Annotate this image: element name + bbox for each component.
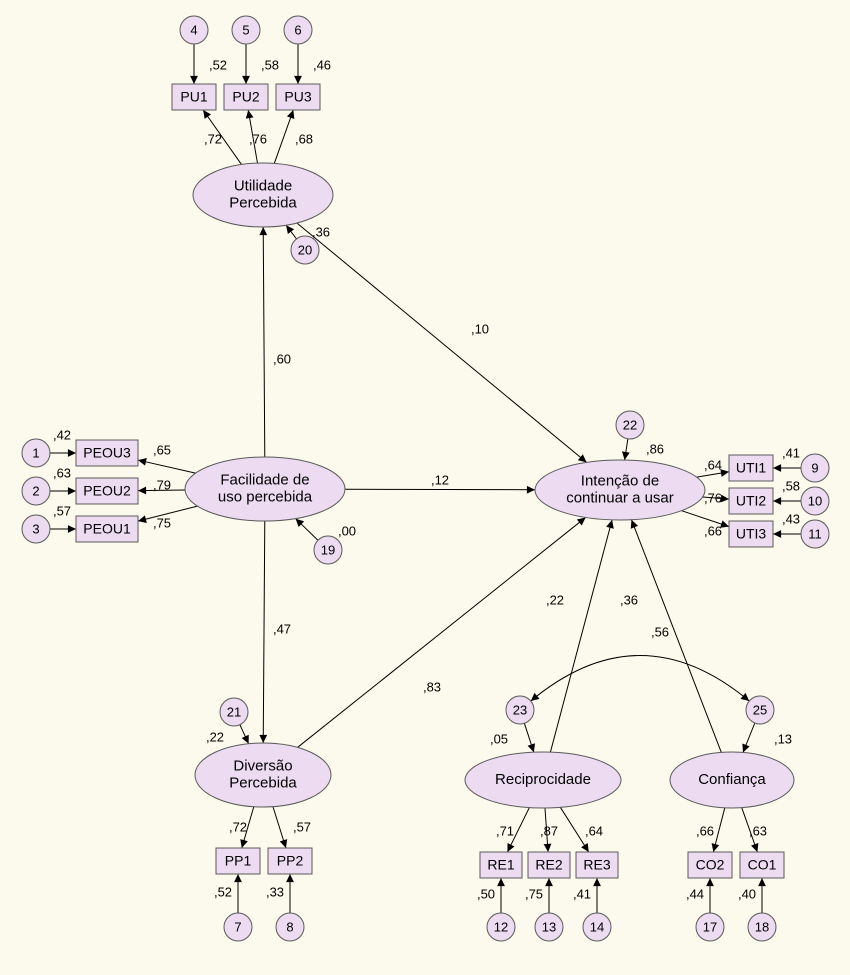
loading-coef: ,72 (229, 819, 247, 834)
error-variance-label: ,52 (214, 884, 232, 899)
error-variance-label: ,13 (774, 731, 792, 746)
latent-diversao-label: Diversão (233, 757, 292, 774)
loading-coef: ,64 (704, 457, 722, 472)
observed-PEOU1-label: PEOU1 (83, 521, 131, 537)
latent-intencao-label: continuar a usar (566, 489, 674, 506)
latent-intencao-label: Intenção de (581, 472, 659, 489)
latent-facilidade-label: Facilidade de (220, 471, 309, 488)
error-7-label: 7 (234, 919, 241, 934)
loading-coef: ,76 (704, 490, 722, 505)
error-4-label: 4 (190, 22, 197, 37)
error-5-label: 5 (242, 22, 249, 37)
path-coef: ,47 (273, 621, 291, 636)
error-9-label: 9 (811, 460, 818, 475)
observed-UTI2-label: UTI2 (736, 493, 767, 509)
path-coef: ,60 (273, 351, 291, 366)
error-22-label: 22 (623, 417, 637, 432)
observed-CO1-label: CO1 (748, 857, 777, 873)
observed-PU1-label: PU1 (180, 89, 207, 105)
loading-coef: ,65 (153, 442, 171, 457)
error-17-label: 17 (703, 919, 717, 934)
error-variance-label: ,42 (53, 427, 71, 442)
observed-PU2-label: PU2 (232, 89, 259, 105)
latent-facilidade-label: uso percebida (218, 488, 313, 505)
error-13-label: 13 (542, 919, 556, 934)
error-2-label: 2 (32, 483, 39, 498)
loading-coef: ,63 (749, 823, 767, 838)
error-25-label: 25 (753, 702, 767, 717)
error-18-label: 18 (755, 919, 769, 934)
loading-coef: ,72 (204, 131, 222, 146)
error-variance-label: ,50 (477, 886, 495, 901)
error-variance-label: ,41 (573, 886, 591, 901)
loading-coef: ,71 (496, 823, 514, 838)
error-variance-label: ,05 (490, 731, 508, 746)
loading-coef: ,64 (585, 823, 603, 838)
loading-coef: ,68 (295, 131, 313, 146)
error-19-label: 19 (321, 542, 335, 557)
error-variance-label: ,52 (209, 57, 227, 72)
error-14-label: 14 (590, 919, 604, 934)
error-10-label: 10 (808, 493, 822, 508)
error-12-label: 12 (494, 919, 508, 934)
observed-UTI3-label: UTI3 (736, 526, 767, 542)
shapes-layer (22, 16, 829, 941)
loading-coef: ,79 (153, 477, 171, 492)
latent-reciproc-label: Reciprocidade (495, 771, 591, 788)
path-coef: ,83 (423, 679, 441, 694)
error-variance-label: ,46 (313, 57, 331, 72)
error-1-label: 1 (32, 445, 39, 460)
covariance-coef: ,56 (651, 624, 669, 639)
error-variance-label: ,58 (261, 57, 279, 72)
error-variance-label: ,43 (782, 511, 800, 526)
observed-PU3-label: PU3 (284, 89, 311, 105)
loading-coef: ,75 (153, 515, 171, 530)
observed-CO2-label: CO2 (696, 857, 725, 873)
loading-coef: ,66 (704, 523, 722, 538)
observed-PEOU3-label: PEOU3 (83, 445, 131, 461)
latent-utilidade-label: Utilidade (234, 177, 292, 194)
error-variance-label: ,22 (206, 729, 224, 744)
observed-PP2-label: PP2 (277, 853, 304, 869)
error-20-label: 20 (298, 242, 312, 257)
observed-RE3-label: RE3 (583, 857, 610, 873)
latent-utilidade-label: Percebida (229, 194, 297, 211)
path-coef: ,10 (471, 321, 489, 336)
observed-RE2-label: RE2 (535, 857, 562, 873)
observed-PEOU2-label: PEOU2 (83, 483, 131, 499)
loading-coef: ,87 (540, 823, 558, 838)
error-variance-label: ,75 (525, 886, 543, 901)
error-variance-label: ,40 (738, 886, 756, 901)
error-3-label: 3 (32, 521, 39, 536)
observed-UTI1-label: UTI1 (736, 460, 767, 476)
error-23-label: 23 (513, 702, 527, 717)
loading-coef: ,76 (249, 131, 267, 146)
error-21-label: 21 (227, 704, 241, 719)
error-variance-label: ,00 (338, 523, 356, 538)
error-11-label: 11 (808, 526, 822, 541)
error-8-label: 8 (286, 919, 293, 934)
error-variance-label: ,63 (53, 465, 71, 480)
observed-RE1-label: RE1 (487, 857, 514, 873)
path-coef: ,22 (546, 592, 564, 607)
latent-confianca-label: Confiança (698, 771, 766, 788)
observed-PP1-label: PP1 (225, 853, 252, 869)
error-6-label: 6 (294, 22, 301, 37)
latent-diversao-label: Percebida (229, 774, 297, 791)
loading-coef: ,57 (293, 819, 311, 834)
error-variance-label: ,36 (312, 224, 330, 239)
path-coef: ,36 (620, 592, 638, 607)
error-variance-label: ,86 (646, 441, 664, 456)
error-variance-label: ,57 (53, 503, 71, 518)
error-variance-label: ,44 (686, 886, 704, 901)
path-coef: ,12 (431, 472, 449, 487)
error-variance-label: ,58 (782, 478, 800, 493)
sem-diagram: ,72 ,76 ,68 ,65 ,79 ,75 ,64 ,76 ,66 ,72 ,57 ,71 ,87,… (0, 0, 850, 975)
error-variance-label: ,41 (782, 445, 800, 460)
loading-coef: ,66 (696, 823, 714, 838)
error-variance-label: ,33 (266, 884, 284, 899)
